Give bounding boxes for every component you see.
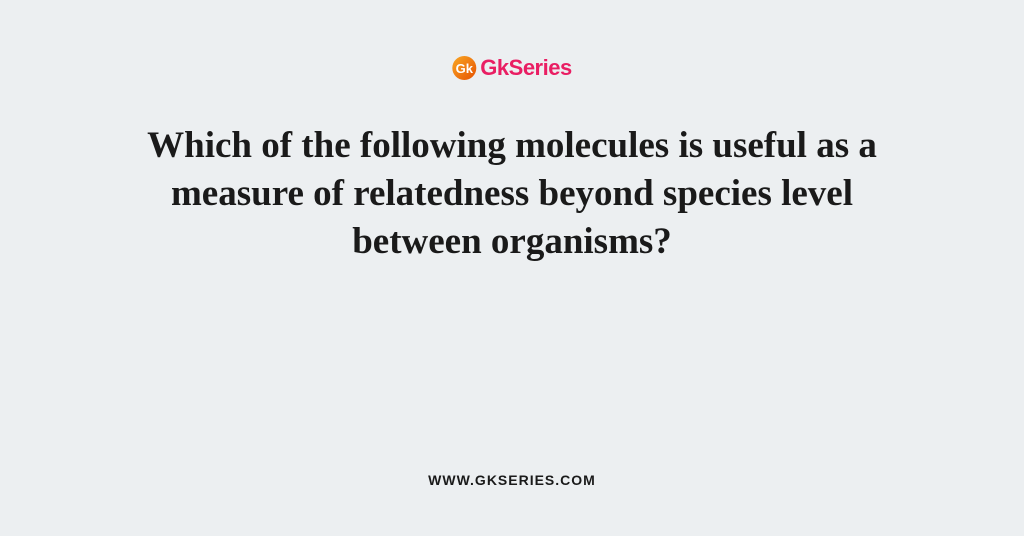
logo-badge-text: Gk bbox=[456, 61, 473, 76]
logo-container: Gk GkSeries bbox=[452, 55, 571, 81]
logo-badge-icon: Gk bbox=[452, 56, 476, 80]
question-text: Which of the following molecules is usef… bbox=[112, 122, 912, 266]
footer-url: WWW.GKSERIES.COM bbox=[428, 472, 596, 488]
logo-brand-text: GkSeries bbox=[480, 55, 571, 81]
